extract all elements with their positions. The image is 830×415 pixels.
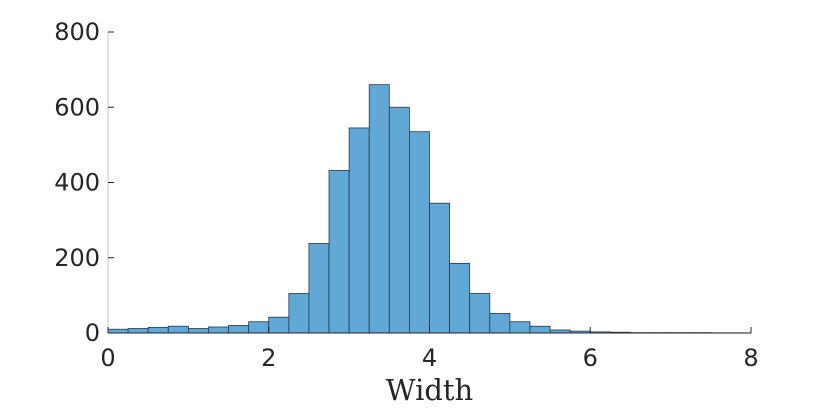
histogram-bar-1 xyxy=(127,328,149,334)
y-tick-label-2: 400 xyxy=(54,169,100,197)
histogram-bar-15 xyxy=(409,131,430,334)
histogram-bar-18 xyxy=(469,293,491,334)
histogram-bar-11 xyxy=(328,170,350,334)
y-tick-label-4: 800 xyxy=(54,18,100,46)
histogram-bars xyxy=(107,84,752,334)
x-tick-label-0: 0 xyxy=(100,344,115,372)
histogram-bar-17 xyxy=(449,262,471,334)
histogram-bar-4 xyxy=(187,328,209,334)
histogram-bar-0 xyxy=(107,328,129,334)
histogram-bar-3 xyxy=(167,325,189,334)
histogram-bar-16 xyxy=(429,202,450,334)
x-tick-label-4: 8 xyxy=(743,344,758,372)
y-tick-label-1: 200 xyxy=(54,244,100,272)
x-axis-label: Width xyxy=(386,373,473,407)
histogram-bar-7 xyxy=(248,321,270,334)
histogram-bar-5 xyxy=(208,326,229,334)
histogram-bar-6 xyxy=(228,325,250,334)
histogram-bar-10 xyxy=(308,243,330,334)
x-tick-label-3: 6 xyxy=(583,344,598,372)
x-tick-label-1: 2 xyxy=(261,344,276,372)
histogram-bar-13 xyxy=(368,84,390,334)
y-tick-label-0: 0 xyxy=(85,319,100,347)
histogram-bar-9 xyxy=(288,293,310,334)
histogram-bar-8 xyxy=(268,316,290,334)
x-axis-ticks: 0 2 4 6 8 xyxy=(100,327,759,372)
histogram-bar-21 xyxy=(529,325,551,334)
histogram-bar-19 xyxy=(489,313,511,334)
histogram-bar-14 xyxy=(388,106,410,334)
y-tick-label-3: 600 xyxy=(54,93,100,121)
x-tick-label-2: 4 xyxy=(422,344,437,372)
histogram-bar-12 xyxy=(348,127,370,334)
histogram-bar-2 xyxy=(147,326,169,334)
y-axis-ticks: 0 200 400 600 800 xyxy=(54,18,114,347)
histogram-bar-20 xyxy=(509,321,531,334)
